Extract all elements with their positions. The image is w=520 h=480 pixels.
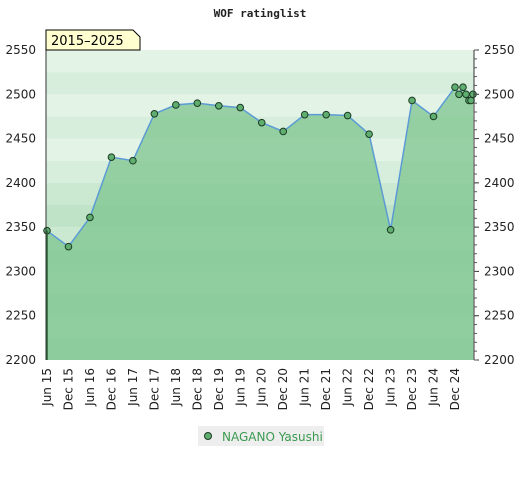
data-point[interactable] [459,83,467,91]
legend-label: NAGANO Yasushi [222,430,323,444]
x-tick-label: Jun 22 [341,368,355,407]
y-tick-label-right: 2500 [484,87,515,101]
x-tick-label: Jun 18 [169,368,183,407]
data-point[interactable] [408,96,416,105]
y-tick-label-right: 2250 [484,309,515,323]
y-axis-left: 2200 2250 2300 2350 2400 2450 2500 2550 [5,43,36,367]
x-tick-label: Jun 16 [83,368,97,407]
data-point[interactable] [343,111,352,120]
x-tick-label: Dec 18 [190,368,204,410]
data-point[interactable] [322,110,330,119]
x-tick-label: Jun 23 [384,368,398,407]
y-tick-label-right: 2200 [484,353,515,367]
y-tick-label-left: 2400 [5,176,36,190]
x-tick-label: Jun 17 [126,368,140,407]
data-point[interactable] [214,102,223,110]
y-tick-label-left: 2350 [5,220,36,234]
data-point[interactable] [172,101,180,109]
period-badge-text: 2015–2025 [51,34,124,49]
data-point[interactable] [451,83,459,91]
x-tick-label: Dec 23 [405,368,419,410]
x-tick-label: Jun 19 [233,368,247,407]
data-point[interactable] [300,110,309,119]
period-badge: 2015–2025 [45,29,141,51]
axes [45,50,475,360]
y-tick-label-left: 2250 [5,309,36,323]
legend[interactable]: NAGANO Yasushi [198,426,324,446]
legend-marker-icon [204,432,212,440]
x-tick-label: Jun 20 [255,368,269,407]
data-point[interactable] [193,99,202,107]
y-tick-label-left: 2200 [5,353,36,367]
x-tick-label: Jun 21 [298,368,312,407]
data-point[interactable] [386,226,395,234]
series-area [47,87,473,360]
x-axis: Jun 15 Dec 15 Jun 16 Dec 16 Jun 17 Dec 17 Jun … [40,368,462,410]
data-point[interactable] [129,156,137,165]
x-tick-label: Dec 20 [276,368,290,410]
y-tick-label-right: 2300 [484,264,515,278]
chart-title: WOF ratinglist [214,7,307,20]
data-point[interactable] [365,130,373,138]
y-tick-label-right: 2550 [484,43,515,57]
data-point[interactable] [86,213,94,222]
data-point[interactable] [236,103,245,112]
y-tick-label-right: 2350 [484,220,515,234]
data-point[interactable] [257,118,266,127]
x-tick-label: Dec 21 [319,368,333,410]
data-point[interactable] [467,96,475,105]
x-tick-label: Dec 17 [147,368,161,410]
x-tick-label: Dec 15 [61,368,75,410]
y-axis-right: 2200 2250 2300 2350 2400 2450 2500 2550 [474,43,515,367]
data-point[interactable] [455,90,463,99]
y-tick-label-right: 2450 [484,132,515,146]
y-tick-label-left: 2500 [5,87,36,101]
x-tick-label: Dec 16 [104,368,118,410]
x-tick-label: Jun 15 [40,368,54,407]
data-point[interactable] [279,127,288,136]
y-tick-label-right: 2400 [484,176,515,190]
y-tick-label-left: 2300 [5,264,36,278]
x-tick-label: Dec 24 [448,368,462,410]
area-layer [47,87,473,360]
data-point[interactable] [150,109,159,118]
data-point[interactable] [107,153,116,161]
data-point[interactable] [64,242,73,251]
x-tick-label: Dec 19 [212,368,226,410]
data-point[interactable] [429,112,438,121]
x-tick-label: Dec 22 [362,368,376,410]
x-tick-label: Jun 24 [427,368,441,407]
y-tick-label-left: 2550 [5,43,36,57]
data-point[interactable] [462,90,470,99]
y-tick-label-left: 2450 [5,132,36,146]
